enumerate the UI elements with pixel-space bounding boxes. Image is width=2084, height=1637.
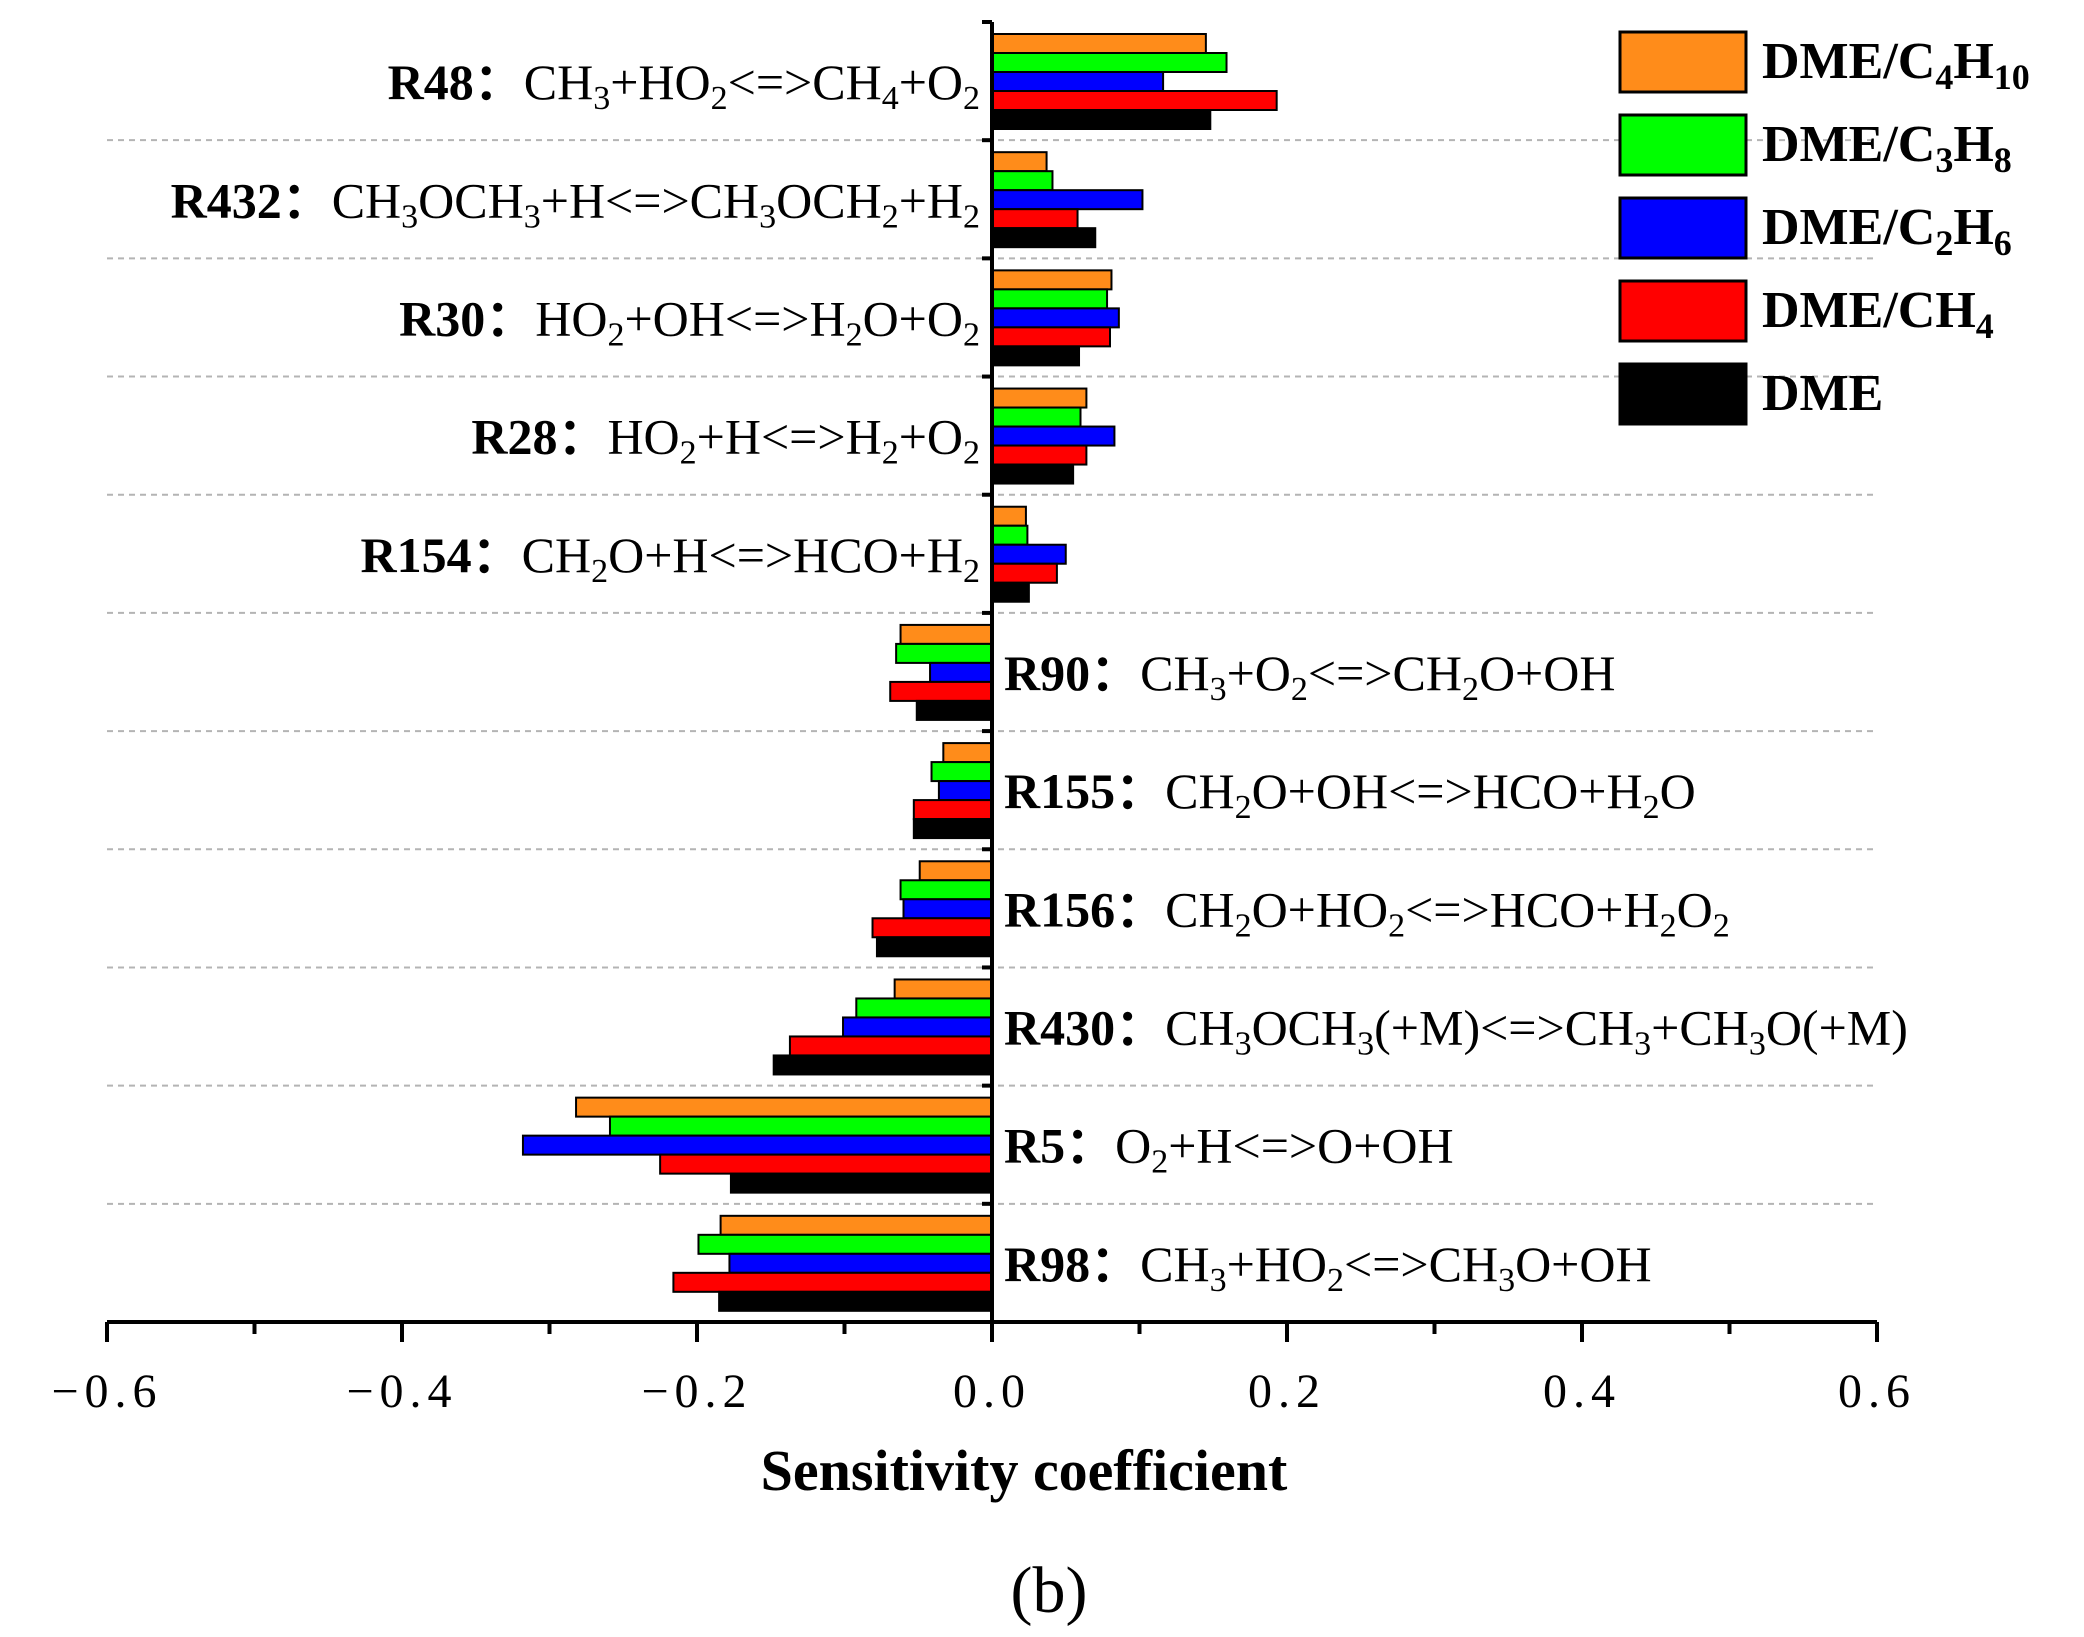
reaction-label-R154: R154：CH2O+H<=>HCO+H2	[361, 527, 980, 590]
reaction-label-R5: R5：O2+H<=>O+OH	[1004, 1118, 1454, 1181]
legend-swatch	[1618, 113, 1748, 177]
bar-R30-DMEC2H6	[991, 307, 1120, 329]
bar-R5-DMEC4H10	[575, 1096, 993, 1118]
bar-R30-DMEC3H8	[991, 288, 1109, 310]
bar-R28-DMEC2H6	[991, 425, 1116, 447]
bar-R430-DME	[772, 1054, 994, 1076]
bar-R98-DMEC2H6	[728, 1252, 993, 1274]
bar-R156-DMEC3H8	[899, 879, 993, 901]
legend-label: DME/CH4	[1762, 282, 1994, 346]
bar-R154-DMEC3H8	[991, 524, 1029, 546]
bar-R5-DME	[729, 1172, 993, 1194]
bar-R155-DMEC3H8	[930, 761, 994, 783]
bar-R28-DMEC4H10	[991, 387, 1088, 409]
legend: DME/C4H10 DME/C3H8 DME/C2H6 DME/CH4 DME	[1618, 30, 2030, 426]
bar-R156-DMEC4H10	[918, 860, 993, 882]
reaction-label-R28: R28：HO2+H<=>H2+O2	[471, 409, 980, 472]
bar-R30-DME	[991, 345, 1081, 367]
legend-swatch	[1618, 196, 1748, 260]
reaction-label-R155: R155：CH2O+OH<=>HCO+H2O	[1004, 763, 1696, 826]
bar-R432-DMEC4H10	[991, 151, 1048, 173]
reaction-label-R430: R430：CH3OCH3(+M)<=>CH3+CH3O(+M)	[1004, 1000, 1908, 1063]
bar-R155-DMEC2H6	[937, 780, 994, 802]
bar-R154-DMEC2H6	[991, 543, 1067, 565]
bar-R155-DMECH4	[912, 799, 994, 821]
x-tick-label: −0.6	[51, 1365, 162, 1418]
bar-R28-DMECH4	[991, 444, 1088, 466]
bar-R98-DMECH4	[672, 1271, 994, 1293]
bar-R48-DME	[991, 109, 1212, 130]
x-axis-title: Sensitivity coefficient	[761, 1438, 1288, 1503]
legend-swatch	[1618, 362, 1748, 426]
x-tick-label: −0.4	[346, 1365, 457, 1418]
legend-label: DME/C2H6	[1762, 199, 2012, 263]
x-tick-label: 0.6	[1838, 1365, 1916, 1418]
legend-label: DME/C3H8	[1762, 116, 2012, 180]
bar-R48-DMEC3H8	[991, 52, 1228, 73]
bar-R430-DMEC4H10	[893, 978, 994, 1000]
bar-R154-DMEC4H10	[991, 505, 1027, 527]
bar-R156-DMECH4	[871, 917, 994, 939]
legend-label: DME/C4H10	[1762, 33, 2030, 97]
bar-R90-DMEC2H6	[929, 661, 993, 683]
bar-R155-DME	[912, 818, 994, 840]
reaction-label-R98: R98：CH3+HO2<=>CH3O+OH	[1004, 1236, 1652, 1299]
bar-R432-DMECH4	[991, 208, 1079, 230]
reaction-label-R90: R90：CH3+O2<=>CH2O+OH	[1004, 645, 1615, 708]
bar-R154-DMECH4	[991, 562, 1058, 584]
bar-R430-DMEC2H6	[842, 1016, 994, 1038]
x-tick-label: 0.2	[1248, 1365, 1326, 1418]
bar-R5-DMEC3H8	[608, 1115, 993, 1137]
bar-R156-DME	[875, 936, 994, 958]
reaction-label-R156: R156：CH2O+HO2<=>HCO+H2O2	[1004, 881, 1730, 944]
x-tick-label: 0.4	[1543, 1365, 1621, 1418]
bar-R430-DMEC3H8	[855, 997, 993, 1019]
bar-R98-DMEC3H8	[697, 1233, 993, 1255]
bar-R48-DMECH4	[991, 90, 1278, 111]
bar-R98-DMEC4H10	[719, 1214, 993, 1236]
bar-R90-DMEC3H8	[895, 642, 993, 664]
reaction-label-R432: R432：CH3OCH3+H<=>CH3OCH2+H2	[171, 172, 980, 235]
legend-label: DME	[1762, 365, 1883, 422]
bar-R430-DMECH4	[788, 1035, 993, 1057]
x-tick-label: 0.0	[953, 1365, 1031, 1418]
bar-R90-DMEC4H10	[899, 623, 993, 645]
bar-R48-DMEC4H10	[991, 33, 1207, 54]
bar-R90-DME	[915, 699, 994, 721]
bar-R432-DMEC3H8	[991, 170, 1054, 192]
x-tick-label: −0.2	[641, 1365, 752, 1418]
bar-R48-DMEC2H6	[991, 71, 1165, 92]
bar-R155-DMEC4H10	[942, 742, 994, 764]
bar-R154-DME	[991, 581, 1030, 603]
bar-R432-DMEC2H6	[991, 189, 1144, 211]
bar-R156-DMEC2H6	[902, 898, 993, 920]
bar-R30-DMEC4H10	[991, 269, 1113, 291]
bar-R432-DME	[991, 227, 1097, 249]
bar-R5-DMECH4	[659, 1153, 993, 1175]
reaction-label-R48: R48：CH3+HO2<=>CH4+O2	[388, 54, 980, 117]
bar-R30-DMECH4	[991, 326, 1111, 348]
legend-swatch	[1618, 30, 1748, 94]
reaction-labels: R48：CH3+HO2<=>CH4+O2 R432：CH3OCH3+H<=>CH3…	[171, 54, 1908, 1299]
bar-R28-DME	[991, 463, 1075, 485]
axes: −0.6 −0.4 −0.2 0.0 0.2 0.4 0.6	[51, 20, 1916, 1418]
legend-swatch	[1618, 279, 1748, 343]
bar-R98-DME	[718, 1290, 993, 1312]
bar-R90-DMECH4	[889, 680, 993, 702]
reaction-label-R30: R30：HO2+OH<=>H2O+O2	[399, 290, 980, 353]
bar-R28-DMEC3H8	[991, 406, 1082, 428]
bar-R5-DMEC2H6	[521, 1134, 993, 1156]
figure-caption: (b)	[1011, 1554, 1088, 1627]
